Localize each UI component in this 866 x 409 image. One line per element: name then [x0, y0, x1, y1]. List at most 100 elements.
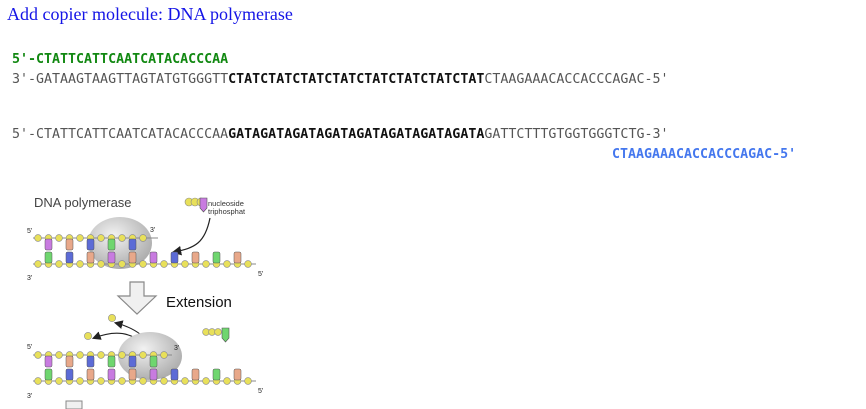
phosphate-bead — [202, 260, 210, 268]
nucleotide-base — [233, 368, 242, 381]
dna-after-extension: 5' 3' 3' 5' — [27, 332, 263, 400]
phosphate-bead — [97, 234, 105, 242]
nucleotide-base — [149, 368, 158, 381]
nucleotide-base — [44, 238, 53, 251]
phosphate-bead — [55, 351, 63, 359]
template-repeat: CTATCTATCTATCTATCTATCTATCTATCTAT — [228, 72, 485, 87]
phosphate-bead — [55, 234, 63, 242]
nucleotide-base — [44, 355, 53, 368]
nucleotide-base — [149, 251, 158, 264]
extended-prefix: 5'-CTATTCATTCAATCATACACCCAA — [12, 127, 229, 142]
incoming-arrow — [171, 217, 211, 256]
nucleotide-base — [191, 251, 200, 264]
top-5prime-label: 5' — [27, 228, 32, 235]
nucleotide-base — [86, 368, 95, 381]
nucleotide-base — [107, 238, 116, 251]
phosphate-bead — [34, 377, 42, 385]
phosphate-bead — [55, 260, 63, 268]
nucleotide-base — [86, 238, 95, 251]
phosphate-bead — [34, 234, 42, 242]
nucleotide-base — [86, 355, 95, 368]
top-3prime-bottom-label: 3' — [27, 275, 32, 282]
nucleotide-base — [233, 251, 242, 264]
next-nucleotide-icon — [202, 327, 230, 343]
nucleotide-base — [191, 368, 200, 381]
next-arrow-stub — [65, 400, 83, 409]
nucleotide-base — [212, 368, 221, 381]
template-strand: 3'-GATAAGTAAGTTAGTATGTGGGTTCTATCTATCTATC… — [12, 72, 668, 87]
nucleotide-base — [212, 251, 221, 264]
nucleoside-label-1: nucleoside — [208, 199, 244, 208]
extension-arrow-icon — [116, 281, 158, 315]
phosphate-bead — [202, 377, 210, 385]
phosphate-bead — [34, 351, 42, 359]
phosphate-bead — [76, 234, 84, 242]
phosphate-bead — [139, 351, 147, 359]
phosphate-bead — [160, 260, 168, 268]
extended-repeat: GATAGATAGATAGATAGATAGATAGATAGATA — [228, 127, 485, 142]
phosphate-bead — [118, 377, 126, 385]
nucleotide-base — [86, 251, 95, 264]
incoming-nucleotide-icon — [184, 197, 208, 213]
nucleotide-base — [128, 355, 137, 368]
phosphate-bead — [97, 351, 105, 359]
phosphate-bead — [55, 377, 63, 385]
nucleotide-base — [128, 251, 137, 264]
template-suffix: CTAAGAAACACCACCCAGAC-5' — [484, 72, 669, 87]
phosphate-bead — [97, 377, 105, 385]
bottom-5prime-bottom-label: 5' — [258, 388, 263, 395]
phosphate-bead — [181, 260, 189, 268]
phosphate-bead — [160, 351, 168, 359]
phosphate-bead — [160, 377, 168, 385]
released-phosphate-icon — [84, 332, 92, 340]
phosphate-bead — [244, 377, 252, 385]
page-title: Add copier molecule: DNA polymerase — [7, 4, 293, 24]
phosphate-bead — [118, 260, 126, 268]
dna-before-extension: 5' 3' 3' 5' — [27, 217, 263, 282]
phosphate-bead — [139, 260, 147, 268]
extended-strand: 5'-CTATTCATTCAATCATACACCCAAGATAGATAGATAG… — [12, 127, 668, 142]
nucleoside-label-2: triphosphat — [208, 207, 246, 216]
nucleotide-base — [44, 251, 53, 264]
phosphate-bead — [118, 351, 126, 359]
phosphate-bead — [34, 260, 42, 268]
nucleotide-base — [170, 251, 179, 264]
template-prefix: 3'-GATAAGTAAGTTAGTATGTGGGTT — [12, 72, 229, 87]
nucleotide-base — [107, 355, 116, 368]
nucleotide-base — [44, 368, 53, 381]
phosphate-bead — [244, 260, 252, 268]
top-5prime-bottom-label: 5' — [258, 271, 263, 278]
phosphate-bead — [76, 377, 84, 385]
primer-text: 5'-CTATTCATTCAATCATACACCCAA — [12, 52, 229, 67]
phosphate-bead — [139, 377, 147, 385]
reverse-primer-sequence: CTAAGAAACACCACCCAGAC-5' — [612, 147, 797, 162]
phosphate-bead — [76, 260, 84, 268]
nucleotide-base — [128, 368, 137, 381]
phosphate-bead — [139, 234, 147, 242]
phosphate-bead — [181, 377, 189, 385]
nucleotide-base — [170, 368, 179, 381]
released-phosphate-icon — [108, 314, 116, 322]
bottom-3prime-bottom-label: 3' — [27, 393, 32, 400]
nucleotide-base — [65, 238, 74, 251]
nucleotide-base — [149, 355, 158, 368]
top-3prime-label: 3' — [150, 227, 155, 234]
extended-suffix: GATTCTTTGTGGTGGGTCTG-3' — [484, 127, 669, 142]
nucleotide-base — [128, 238, 137, 251]
phosphate-bead — [118, 234, 126, 242]
dna-polymerase-diagram: DNA polymerase nucleoside triphosphat Ex… — [27, 195, 263, 409]
nucleotide-base — [65, 368, 74, 381]
nucleotide-base — [65, 355, 74, 368]
phosphate-bead — [76, 351, 84, 359]
bottom-5prime-label: 5' — [27, 344, 32, 351]
nucleotide-base — [65, 251, 74, 264]
polymerase-label: DNA polymerase — [34, 195, 132, 210]
phosphate-bead — [97, 260, 105, 268]
bottom-3prime-label: 3' — [174, 345, 179, 352]
nucleotide-base — [107, 368, 116, 381]
nucleotide-base — [107, 251, 116, 264]
extension-label: Extension — [166, 294, 232, 311]
phosphate-bead — [223, 377, 231, 385]
primer-sequence: 5'-CTATTCATTCAATCATACACCCAA — [12, 52, 228, 67]
phosphate-bead — [223, 260, 231, 268]
